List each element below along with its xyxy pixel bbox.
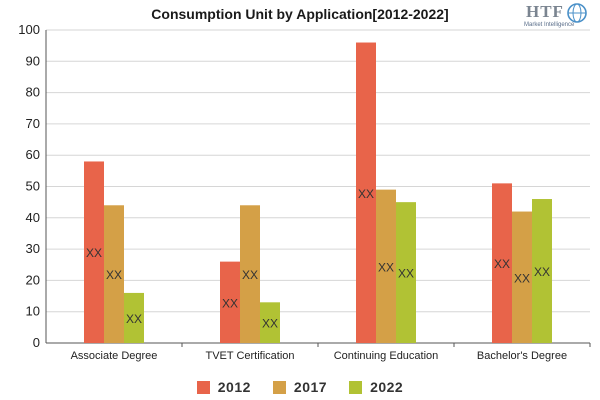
bar <box>240 205 260 343</box>
data-label: XX <box>534 265 550 279</box>
y-tick-label: 0 <box>33 335 40 350</box>
y-tick-label: 60 <box>26 147 40 162</box>
data-label: XX <box>494 257 510 271</box>
data-label: XX <box>514 271 530 285</box>
y-tick-label: 90 <box>26 53 40 68</box>
data-label: XX <box>378 260 394 274</box>
bar <box>376 189 396 343</box>
chart-legend: 2012 2017 2022 <box>0 376 600 398</box>
bar <box>356 42 376 344</box>
legend-swatch <box>196 380 210 394</box>
bar <box>104 205 124 343</box>
y-tick-label: 70 <box>26 116 40 131</box>
logo-text: HTF <box>526 2 564 21</box>
bar-chart: 0 10 20 30 40 50 60 70 80 90 100 XX XX XX Associate De… <box>18 22 591 362</box>
data-label: XX <box>398 267 414 281</box>
legend-item: 2022 <box>349 379 403 395</box>
bar <box>124 292 144 343</box>
bar <box>260 302 280 343</box>
bar <box>396 202 416 343</box>
bar <box>532 199 552 343</box>
data-label: XX <box>262 317 278 331</box>
data-label: XX <box>106 268 122 282</box>
x-tick-label: Associate Degree <box>71 350 158 362</box>
chart-title: Consumption Unit by Application[2012-202… <box>151 6 449 22</box>
x-tick-label: Continuing Education <box>334 350 439 362</box>
legend-swatch <box>272 380 286 394</box>
y-tick-label: 40 <box>26 210 40 225</box>
bar <box>84 161 104 343</box>
logo-subtext: Market Intelligence <box>524 22 575 28</box>
data-label: XX <box>86 246 102 260</box>
legend-item: 2017 <box>272 379 328 395</box>
data-label: XX <box>242 268 258 282</box>
data-label: XX <box>126 312 142 326</box>
y-tick-label: 30 <box>26 241 40 256</box>
y-tick-label: 80 <box>26 85 40 100</box>
legend-item: 2012 <box>196 379 251 395</box>
legend-label: 2022 <box>370 379 404 395</box>
data-label: XX <box>358 187 374 201</box>
bar <box>492 183 512 343</box>
htf-logo: HTF Market Intelligence <box>520 2 592 30</box>
bar <box>220 261 240 343</box>
globe-icon <box>567 3 587 23</box>
legend-label: 2012 <box>217 379 251 395</box>
x-tick-label: Bachelor's Degree <box>477 350 567 362</box>
legend-swatch <box>349 380 363 394</box>
bar <box>512 211 532 343</box>
legend-label: 2017 <box>293 379 328 395</box>
data-label: XX <box>222 296 238 310</box>
y-tick-label: 50 <box>26 179 40 194</box>
y-tick-label: 20 <box>26 272 40 287</box>
y-tick-label: 10 <box>26 304 40 319</box>
x-tick-label: TVET Certification <box>205 350 294 362</box>
y-tick-label: 100 <box>18 22 40 37</box>
